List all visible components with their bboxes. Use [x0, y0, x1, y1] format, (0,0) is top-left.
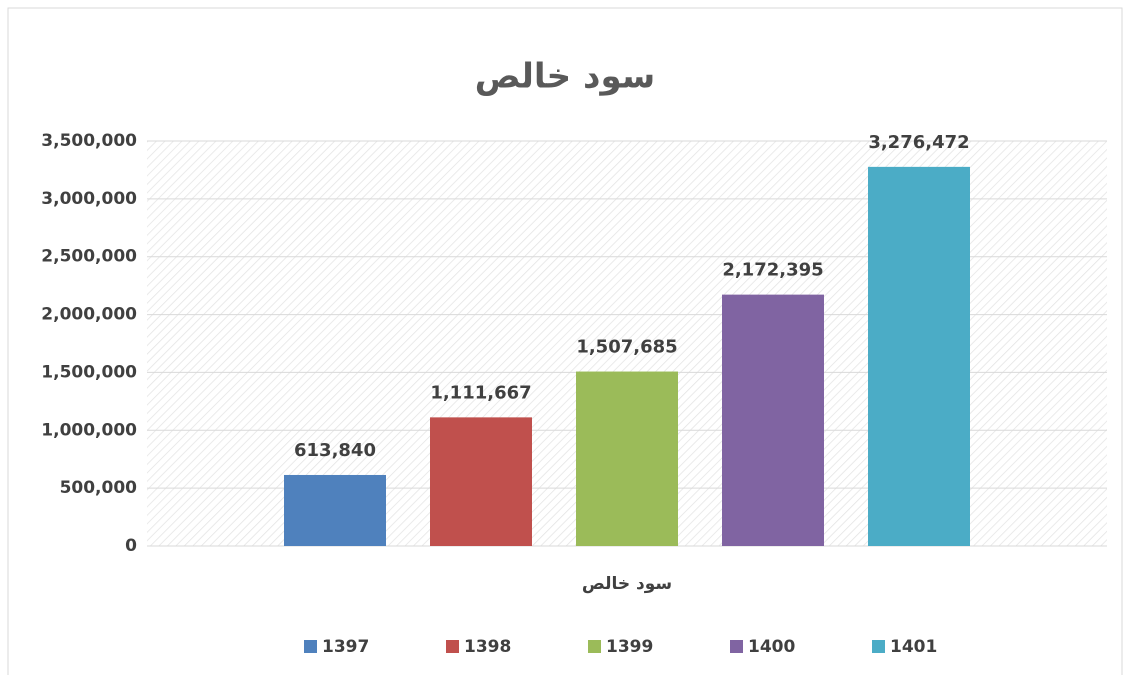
y-tick-label: 2,000,000 — [41, 305, 137, 325]
x-tick-label: سود خالص — [582, 574, 672, 594]
bar — [430, 417, 532, 546]
data-label: 1,111,667 — [430, 382, 531, 403]
legend-label: 1398 — [464, 637, 511, 657]
bar — [576, 371, 678, 546]
y-tick-label: 1,500,000 — [41, 362, 137, 382]
legend-swatch — [872, 640, 885, 653]
bar — [284, 474, 386, 546]
y-tick-label: 3,000,000 — [41, 189, 137, 209]
y-tick-label: 0 — [125, 536, 137, 556]
legend-label: 1397 — [322, 637, 369, 657]
y-tick-label: 3,500,000 — [41, 131, 137, 151]
bar — [868, 166, 970, 546]
legend-swatch — [730, 640, 743, 653]
bar — [722, 294, 824, 546]
legend-label: 1400 — [748, 637, 795, 657]
legend-swatch — [446, 640, 459, 653]
data-label: 1,507,685 — [576, 337, 677, 358]
y-tick-label: 1,000,000 — [41, 420, 137, 440]
legend-label: 1401 — [890, 637, 937, 657]
legend-label: 1399 — [606, 637, 653, 657]
y-tick-label: 2,500,000 — [41, 247, 137, 267]
y-tick-label: 500,000 — [60, 478, 138, 498]
data-label: 3,276,472 — [868, 132, 969, 153]
data-label: 2,172,395 — [722, 260, 823, 281]
data-label: 613,840 — [294, 440, 376, 461]
chart-title: سود خالص — [475, 57, 655, 97]
legend-swatch — [588, 640, 601, 653]
legend-swatch — [304, 640, 317, 653]
